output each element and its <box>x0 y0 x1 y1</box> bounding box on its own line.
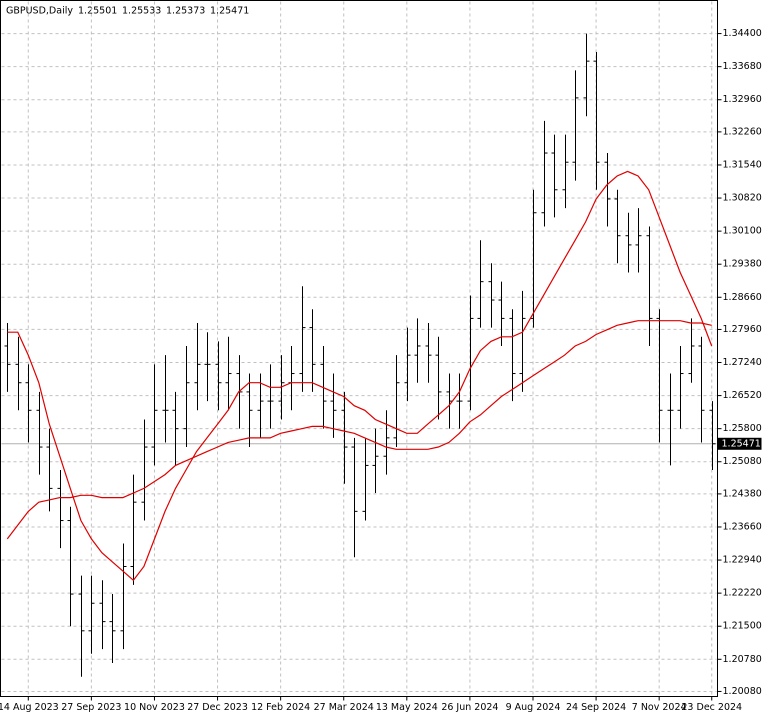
header-value: 1.25533 <box>122 6 161 17</box>
y-tick-label: 1.20080 <box>723 686 762 697</box>
x-tick-label: 26 Jun 2024 <box>441 702 498 713</box>
y-tick-label: 1.21500 <box>723 621 762 632</box>
y-tick-label: 1.25080 <box>723 456 762 467</box>
y-tick-label: 1.32260 <box>723 126 762 137</box>
y-tick-label: 1.20780 <box>723 654 762 665</box>
y-tick-label: 1.22220 <box>723 588 762 599</box>
x-tick-label: 27 Dec 2023 <box>187 702 248 713</box>
y-tick-label: 1.30820 <box>723 193 762 204</box>
y-tick-label: 1.31540 <box>723 159 762 170</box>
x-tick-label: 27 Mar 2024 <box>314 702 374 713</box>
y-tick-label: 1.32960 <box>723 94 762 105</box>
x-tick-label: 12 Feb 2024 <box>251 702 310 713</box>
y-tick-label: 1.33680 <box>723 61 762 72</box>
moving-average <box>6 320 712 540</box>
y-tick-label: 1.34400 <box>723 28 762 39</box>
chart-title: GBPUSD,Daily <box>6 6 73 17</box>
y-tick-label: 1.27960 <box>723 324 762 335</box>
x-tick-label: 14 Aug 2023 <box>0 702 59 713</box>
x-tick-label: 10 Nov 2023 <box>124 702 185 713</box>
current-price-box <box>717 437 762 450</box>
x-tick-label: 27 Sep 2023 <box>61 702 121 713</box>
moving-average <box>7 170 713 582</box>
x-tick-label: 9 Aug 2024 <box>506 702 561 713</box>
y-tick-label: 1.22940 <box>723 555 762 566</box>
y-tick-label: 1.29380 <box>723 259 762 270</box>
x-tick-label: 13 May 2024 <box>376 702 438 713</box>
current-price-label: 1.25471 <box>722 438 761 449</box>
x-tick-label: 24 Sep 2024 <box>566 702 626 713</box>
y-tick-label: 1.23660 <box>723 521 762 532</box>
x-tick-label: 23 Dec 2024 <box>681 702 742 713</box>
y-tick-label: 1.24380 <box>723 488 762 499</box>
plot-frame <box>0 0 718 697</box>
y-tick-label: 1.30100 <box>723 226 762 237</box>
header-value: 1.25501 <box>78 6 117 17</box>
x-tick-label: 7 Nov 2024 <box>632 702 687 713</box>
header-value: 1.25471 <box>210 6 249 17</box>
y-tick-label: 1.28660 <box>723 292 762 303</box>
y-tick-label: 1.25800 <box>723 423 762 434</box>
y-tick-label: 1.26520 <box>723 390 762 401</box>
y-tick-label: 1.27240 <box>723 357 762 368</box>
header-value: 1.25373 <box>166 6 205 17</box>
